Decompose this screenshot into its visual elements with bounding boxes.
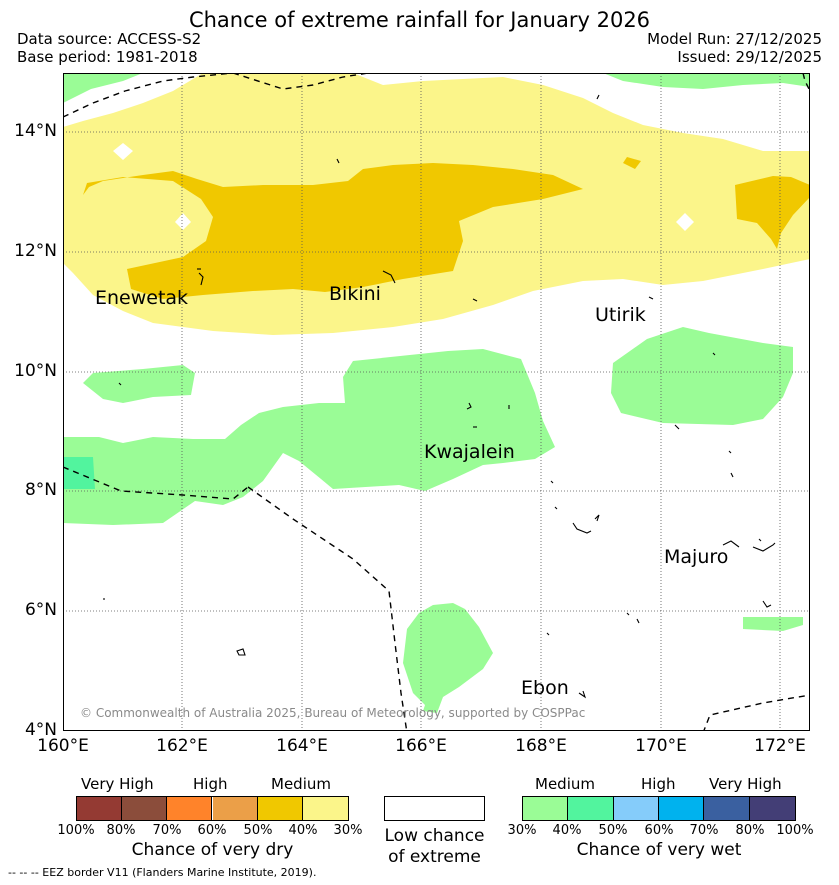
wet-tick: 70% <box>689 823 719 838</box>
dry-legend-title: Chance of very dry <box>131 840 294 860</box>
dry-level-very-high: Very High <box>81 775 154 793</box>
wet-swatch-6 <box>749 797 795 820</box>
dry-tick: 50% <box>243 823 273 838</box>
dry-colorbar <box>76 796 349 821</box>
lon-label-170e: 170°E <box>635 736 687 756</box>
dry-tick: 70% <box>152 823 182 838</box>
wet-level-high: High <box>641 775 676 793</box>
wet-swatch-1 <box>523 797 569 820</box>
lon-label-172e: 172°E <box>754 736 806 756</box>
dry-swatch-6 <box>302 797 348 820</box>
lon-label-168e: 168°E <box>515 736 567 756</box>
lon-label-164e: 164°E <box>276 736 328 756</box>
wet-swatch-4 <box>659 797 705 820</box>
lon-label-166e: 166°E <box>395 736 447 756</box>
data-source: Data source: ACCESS-S2 <box>17 30 202 48</box>
lat-label-12n: 12°N <box>14 241 57 261</box>
lat-label-10n: 10°N <box>14 361 57 381</box>
dry-tick: 40% <box>288 823 318 838</box>
wet-swatch-3 <box>613 797 659 820</box>
dry-swatch-2 <box>122 797 168 820</box>
wet-level-very-high: Very High <box>709 775 782 793</box>
dry-swatch-1 <box>77 797 123 820</box>
dry-tick: 80% <box>106 823 136 838</box>
lat-label-6n: 6°N <box>24 600 57 620</box>
coastlines <box>103 94 776 699</box>
lon-label-162e: 162°E <box>156 736 208 756</box>
wet-level-medium: Medium <box>535 775 595 793</box>
place-majuro: Majuro <box>664 546 729 568</box>
low-chance-swatch <box>384 796 485 821</box>
place-enewetak: Enewetak <box>95 287 189 309</box>
lon-label-160e: 160°E <box>37 736 89 756</box>
place-ebon: Ebon <box>521 677 569 699</box>
rainfall-map <box>63 73 810 731</box>
lat-label-14n: 14°N <box>14 121 57 141</box>
dry-swatch-3 <box>167 797 213 820</box>
wet-legend-title: Chance of very wet <box>576 840 742 860</box>
dry-tick: 60% <box>197 823 227 838</box>
base-period: Base period: 1981-2018 <box>17 48 198 66</box>
wet-tick: 40% <box>552 823 582 838</box>
wet-colorbar <box>522 796 796 821</box>
eez-footnote: -- -- -- EEZ border V11 (Flanders Marine… <box>8 866 317 879</box>
wet-swatch-5 <box>704 797 750 820</box>
issued-date: Issued: 29/12/2025 <box>677 48 822 66</box>
place-kwajalein: Kwajalein <box>424 441 515 463</box>
light-wet-region <box>63 73 810 713</box>
medium-wet-region <box>63 457 95 489</box>
place-utirik: Utirik <box>595 304 646 326</box>
wet-tick: 30% <box>507 823 537 838</box>
copyright-note: © Commonwealth of Australia 2025, Bureau… <box>80 706 586 720</box>
dry-tick: 100% <box>57 823 95 838</box>
dry-swatch-5 <box>257 797 303 820</box>
wet-swatch-2 <box>568 797 614 820</box>
low-chance-line2: of extreme <box>388 847 481 867</box>
dry-tick: 30% <box>333 823 363 838</box>
wet-tick: 60% <box>644 823 674 838</box>
place-bikini: Bikini <box>329 283 381 305</box>
low-chance-line1: Low chance <box>384 826 485 846</box>
model-run: Model Run: 27/12/2025 <box>647 30 822 48</box>
wet-tick: 50% <box>598 823 628 838</box>
dry-level-high: High <box>193 775 228 793</box>
medium-dry-region <box>83 157 810 299</box>
eez-border <box>63 73 810 731</box>
map-title: Chance of extreme rainfall for January 2… <box>188 8 651 32</box>
dry-level-medium: Medium <box>271 775 331 793</box>
lat-label-8n: 8°N <box>24 480 57 500</box>
lat-label-4n: 4°N <box>24 720 57 740</box>
dry-swatch-4 <box>212 797 258 820</box>
wet-tick: 80% <box>735 823 765 838</box>
wet-tick: 100% <box>776 823 814 838</box>
